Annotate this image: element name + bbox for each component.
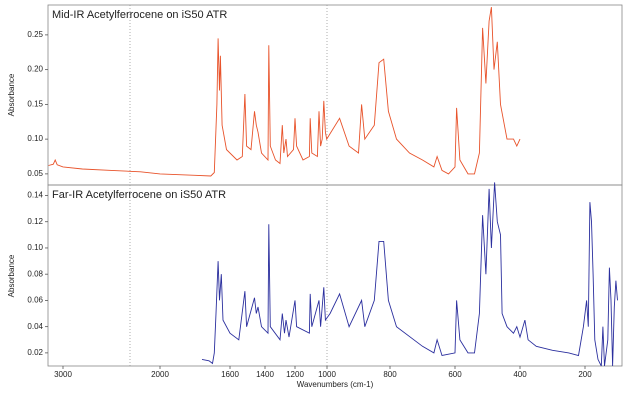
x-tick-label: 1000 [318,370,336,379]
x-tick-label: 2000 [151,370,169,379]
y-tick-label: 0.12 [27,217,43,226]
x-tick-label: 800 [383,370,397,379]
chart-title: Far-IR Acetylferrocene on iS50 ATR [52,189,226,201]
x-tick-label: 1400 [256,370,274,379]
y-tick-label: 0.10 [27,134,43,143]
y-tick-label: 0.08 [27,269,43,278]
chart-title: Mid-IR Acetylferrocene on iS50 ATR [52,9,227,21]
y-tick-label: 0.06 [27,296,43,305]
y-tick-label: 0.02 [27,348,43,357]
y-tick-label: 0.15 [27,99,43,108]
x-tick-label: 200 [578,370,592,379]
y-tick-label: 0.20 [27,65,43,74]
x-tick-label: 1200 [286,370,304,379]
x-tick-label: 600 [448,370,462,379]
top-frame [47,4,623,186]
x-tick-label: 400 [513,370,527,379]
y-tick-label: 0.14 [27,191,43,200]
y-tick-label: 0.10 [27,243,43,252]
spectrum-line [201,182,618,367]
y-axis-label: Absorbance [7,254,16,297]
y-tick-label: 0.05 [27,169,43,178]
x-tick-label: 3000 [54,370,72,379]
y-tick-label: 0.25 [27,30,43,39]
y-tick-label: 0.04 [27,322,43,331]
x-axis-label: Wavenumbers (cm-1) [297,380,374,389]
x-tick-label: 1600 [221,370,239,379]
bottom-frame [47,184,623,367]
spectrum-line [48,7,521,177]
y-axis-label: Absorbance [7,73,16,116]
